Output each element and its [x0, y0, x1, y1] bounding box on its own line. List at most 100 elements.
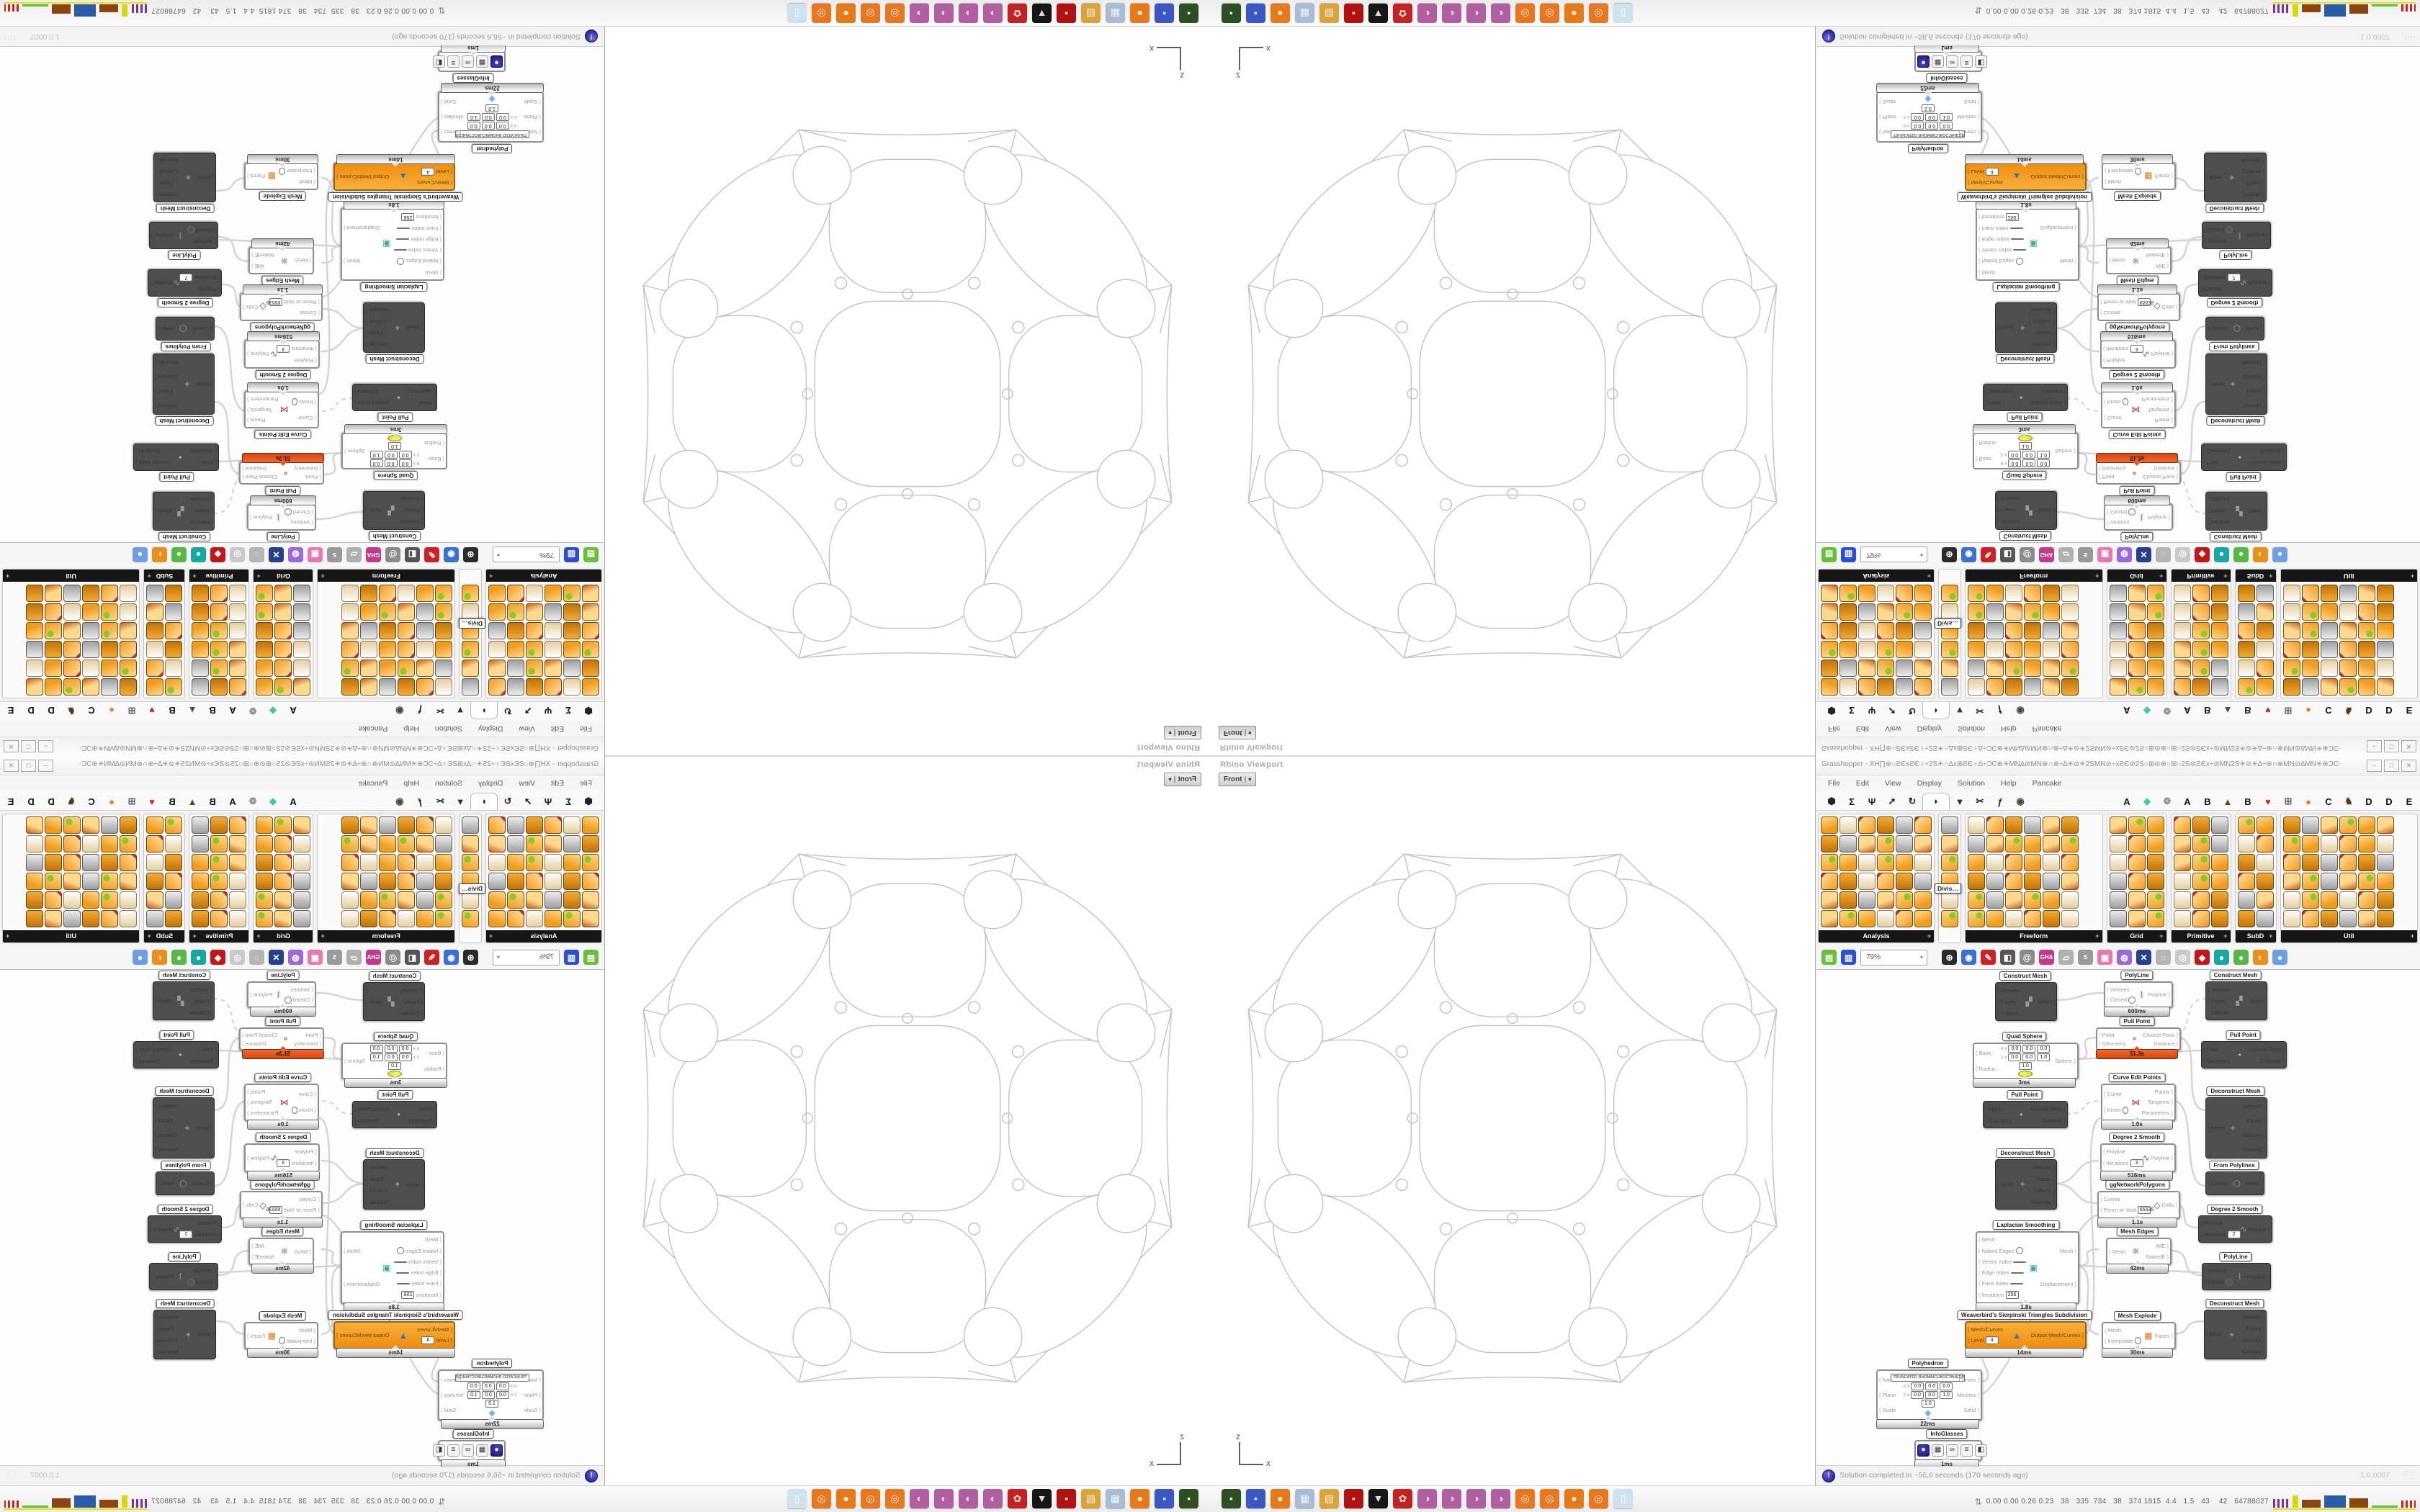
gh-node-deconstruct-mesh[interactable]: (Mesh ✦ Vertices) Faces) Colours) Normals): [153, 354, 215, 415]
gh-node-curve-edit-points[interactable]: (Curve(Knots ⋈ Points) Tangents) Parameters): [2101, 1084, 2176, 1121]
menu-item-display[interactable]: Display: [478, 778, 503, 788]
component-icon[interactable]: [2320, 891, 2338, 909]
component-icon[interactable]: [2192, 854, 2210, 871]
node-port[interactable]: (Faces: [1997, 508, 2020, 514]
gem-icon[interactable]: ◆: [210, 950, 225, 965]
node-port[interactable]: (Vertices: [284, 986, 313, 993]
component-icon[interactable]: [416, 910, 434, 927]
tab-2[interactable]: Ψ: [1868, 705, 1876, 716]
component-icon[interactable]: [2282, 603, 2300, 621]
remote-definition-icon[interactable]: @: [385, 950, 400, 965]
component-icon[interactable]: [26, 660, 44, 677]
component-icon[interactable]: [582, 622, 599, 639]
component-icon[interactable]: [1858, 641, 1876, 658]
component-icon[interactable]: [2109, 585, 2127, 602]
cluster-balloon-icon[interactable]: ◍: [2117, 950, 2132, 965]
node-port[interactable]: Distance): [2249, 1058, 2285, 1064]
node-port[interactable]: (Vertex Index: [1978, 247, 2027, 253]
gh-node-from-polylines[interactable]: (Curves ⬡ Mesh): [2205, 317, 2264, 341]
taskbar-media-icon[interactable]: ▪: [1057, 1489, 1076, 1508]
component-icon[interactable]: [45, 585, 63, 602]
node-port[interactable]: (Polyline: [280, 357, 317, 364]
component-icon[interactable]: [379, 891, 396, 909]
component-icon[interactable]: [2192, 622, 2210, 639]
node-port[interactable]: Closest Point): [2249, 1046, 2285, 1053]
component-icon[interactable]: [1941, 816, 1958, 834]
node-port[interactable]: Normals): [155, 1146, 179, 1153]
tab-24[interactable]: E: [7, 705, 14, 716]
component-icon[interactable]: [360, 910, 377, 927]
display-rendered-icon[interactable]: ◐: [2253, 547, 2268, 562]
component-icon[interactable]: [1986, 910, 2004, 927]
node-port[interactable]: (Mesh: [1997, 1182, 2014, 1188]
component-icon[interactable]: [63, 660, 81, 677]
tab-4[interactable]: ↻: [503, 796, 512, 806]
component-icon[interactable]: [1839, 585, 1857, 602]
expand-icon[interactable]: +: [2410, 932, 2414, 940]
component-icon[interactable]: [1986, 678, 2004, 696]
tab-9[interactable]: ◉: [395, 706, 404, 716]
node-port[interactable]: Curves): [1959, 129, 1979, 135]
component-icon[interactable]: [256, 873, 274, 890]
taskbar-paint-icon[interactable]: ◑: [1442, 4, 1461, 23]
component-icon[interactable]: [120, 678, 138, 696]
component-icon[interactable]: [2301, 660, 2319, 677]
value-box[interactable]: 2: [2227, 1230, 2241, 1238]
component-icon[interactable]: [1968, 641, 1985, 658]
component-icon[interactable]: [192, 854, 210, 871]
component-icon[interactable]: [229, 678, 247, 696]
tab-7[interactable]: ✂: [436, 796, 444, 806]
tab-6[interactable]: ▼: [455, 705, 465, 716]
menu-item-solution[interactable]: Solution: [435, 724, 462, 734]
node-port[interactable]: Mesh): [155, 998, 171, 1004]
component-icon[interactable]: [2376, 873, 2394, 890]
taskbar-blender-icon[interactable]: ◎: [812, 1489, 831, 1508]
expand-icon[interactable]: +: [256, 572, 261, 580]
node-port[interactable]: (Geometry: [408, 1117, 435, 1124]
component-icon[interactable]: [2376, 816, 2394, 834]
node-port[interactable]: Mesh): [2249, 998, 2265, 1004]
component-icon[interactable]: [45, 910, 63, 927]
component-icon[interactable]: [2173, 854, 2191, 871]
component-icon[interactable]: [1914, 678, 1932, 696]
value-box[interactable]: 1.0: [1921, 1399, 1935, 1408]
name-box[interactable]: TRUNCATED RHOMBICUBOCTAHEDRON: [454, 1373, 529, 1382]
value-box[interactable]: 1.0: [387, 442, 401, 450]
node-port[interactable]: (Naked Edges: [394, 1247, 442, 1254]
value-box[interactable]: [2010, 238, 2024, 240]
zoom-level-input[interactable]: 79% ▾: [1860, 949, 1927, 966]
galapagos-icon[interactable]: ◌: [2156, 950, 2171, 965]
component-icon[interactable]: [435, 854, 452, 871]
panel-caption[interactable]: Util +: [3, 570, 140, 582]
component-icon[interactable]: [582, 891, 599, 909]
expand-icon[interactable]: +: [1927, 932, 1931, 940]
node-port[interactable]: Polyline): [151, 233, 174, 239]
component-icon[interactable]: [101, 660, 119, 677]
node-port[interactable]: Colours): [2241, 1132, 2265, 1138]
component-icon[interactable]: [63, 816, 81, 834]
component-icon[interactable]: [45, 873, 63, 890]
tab-12[interactable]: ❁: [2163, 706, 2172, 716]
value-box[interactable]: 0.0: [1911, 1390, 1924, 1399]
component-icon[interactable]: [2282, 854, 2300, 871]
resize-grip-icon[interactable]: ∷∷: [4, 34, 15, 42]
tab-23[interactable]: D: [27, 796, 35, 807]
value-box[interactable]: 1.0: [467, 113, 480, 122]
value-box[interactable]: 0.0: [467, 1382, 480, 1390]
display-preview-icon[interactable]: ●: [133, 950, 148, 965]
component-icon[interactable]: [26, 603, 44, 621]
component-icon[interactable]: [26, 622, 44, 639]
component-icon[interactable]: [2210, 910, 2228, 927]
component-icon[interactable]: [63, 622, 81, 639]
tab-19[interactable]: ●: [109, 705, 115, 716]
tab-21[interactable]: ♞: [67, 796, 76, 806]
component-icon[interactable]: [341, 603, 359, 621]
package-icon[interactable]: ▣: [308, 547, 323, 562]
component-icon[interactable]: [2109, 678, 2127, 696]
component-icon[interactable]: [165, 835, 183, 852]
panel-caption[interactable]: Analysis +: [486, 930, 601, 942]
component-icon[interactable]: [120, 816, 138, 834]
component-icon[interactable]: [101, 641, 119, 658]
gem-icon[interactable]: ◆: [2195, 547, 2210, 562]
component-icon[interactable]: [2043, 585, 2060, 602]
